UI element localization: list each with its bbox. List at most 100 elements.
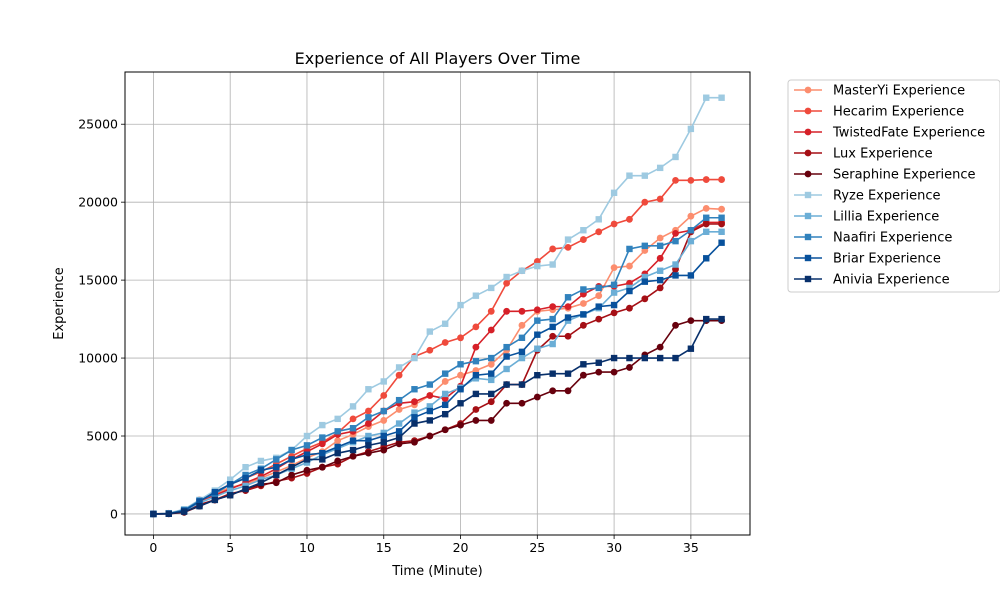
data-point bbox=[457, 386, 464, 393]
data-point bbox=[518, 321, 526, 329]
data-point bbox=[549, 261, 556, 268]
data-point bbox=[211, 488, 219, 496]
data-point bbox=[472, 323, 480, 331]
data-point bbox=[441, 401, 449, 409]
data-point bbox=[718, 176, 725, 183]
data-point bbox=[457, 421, 464, 429]
data-point bbox=[457, 361, 464, 368]
data-point bbox=[579, 300, 587, 307]
data-point bbox=[426, 328, 434, 335]
data-point bbox=[687, 212, 695, 220]
data-point bbox=[411, 386, 418, 393]
x-tick-label: 15 bbox=[376, 540, 392, 555]
data-point bbox=[518, 334, 526, 341]
data-point bbox=[165, 510, 172, 517]
series-8 bbox=[150, 239, 725, 518]
data-point bbox=[411, 354, 418, 362]
data-point bbox=[457, 301, 464, 309]
data-point bbox=[426, 392, 434, 399]
legend-item: TwistedFate Experience bbox=[794, 126, 985, 141]
y-tick-label: 10000 bbox=[78, 351, 118, 366]
data-point bbox=[626, 215, 633, 223]
data-point bbox=[549, 332, 557, 340]
data-point bbox=[303, 466, 311, 474]
data-point bbox=[533, 393, 541, 401]
data-point bbox=[672, 229, 679, 237]
data-point bbox=[641, 172, 649, 179]
data-point bbox=[534, 317, 541, 324]
data-point bbox=[395, 396, 403, 404]
data-point bbox=[472, 357, 480, 365]
data-point bbox=[272, 479, 280, 487]
data-point bbox=[718, 315, 725, 323]
data-point bbox=[318, 463, 326, 471]
x-tick-label: 30 bbox=[606, 540, 622, 555]
data-point bbox=[595, 359, 602, 366]
legend-label: Briar Experience bbox=[833, 252, 941, 267]
data-point bbox=[242, 463, 249, 471]
data-point bbox=[319, 434, 326, 441]
data-point bbox=[641, 278, 649, 285]
data-point bbox=[426, 417, 434, 424]
data-point bbox=[226, 487, 234, 494]
data-point bbox=[549, 245, 557, 253]
data-point bbox=[595, 228, 603, 236]
data-point bbox=[426, 432, 434, 440]
data-point bbox=[395, 406, 403, 413]
data-point bbox=[364, 449, 372, 457]
data-point bbox=[472, 343, 480, 351]
data-point bbox=[441, 390, 449, 398]
data-point bbox=[534, 262, 541, 270]
data-point bbox=[626, 287, 633, 295]
data-point bbox=[488, 354, 495, 362]
data-point bbox=[242, 485, 249, 493]
data-point bbox=[395, 434, 403, 441]
series-9 bbox=[150, 315, 725, 518]
data-point bbox=[365, 386, 372, 393]
data-point bbox=[641, 354, 649, 362]
data-point bbox=[534, 372, 541, 379]
legend-swatch-marker bbox=[804, 191, 812, 199]
data-point bbox=[288, 471, 296, 479]
data-point bbox=[610, 354, 618, 362]
data-point bbox=[503, 273, 510, 281]
data-point bbox=[656, 234, 664, 242]
data-point bbox=[580, 311, 587, 318]
data-point bbox=[687, 227, 695, 234]
legend-swatch-marker bbox=[804, 86, 812, 94]
data-point bbox=[549, 387, 557, 395]
data-point bbox=[395, 428, 403, 435]
data-point bbox=[549, 303, 557, 311]
data-point bbox=[411, 414, 418, 421]
legend-swatch-marker bbox=[804, 254, 812, 262]
legend-item: Briar Experience bbox=[794, 252, 941, 267]
data-point bbox=[349, 437, 357, 444]
data-point bbox=[411, 420, 418, 427]
data-point bbox=[288, 456, 295, 463]
data-point bbox=[334, 437, 342, 445]
data-point bbox=[718, 220, 725, 228]
axis-ticks: 0 5 10 15 20 25 30 35 0 5000 10000 15000 20000 25000 bbox=[78, 117, 699, 555]
data-point bbox=[595, 315, 603, 323]
data-point bbox=[411, 398, 418, 406]
data-point bbox=[656, 343, 664, 351]
data-point bbox=[441, 426, 449, 434]
y-tick-label: 20000 bbox=[78, 195, 118, 210]
data-point bbox=[503, 353, 510, 360]
data-point bbox=[564, 332, 572, 340]
data-point bbox=[687, 345, 695, 352]
data-point bbox=[564, 314, 572, 321]
legend-swatch-marker bbox=[804, 275, 812, 283]
data-point bbox=[626, 304, 633, 312]
legend-item: Ryze Experience bbox=[794, 189, 940, 204]
data-point bbox=[718, 214, 725, 221]
data-point bbox=[503, 381, 510, 388]
data-point bbox=[718, 239, 725, 246]
data-point bbox=[534, 345, 541, 352]
data-point bbox=[579, 236, 587, 243]
data-point bbox=[595, 303, 602, 310]
data-point bbox=[702, 176, 710, 183]
x-axis-label: Time (Minute) bbox=[391, 564, 483, 579]
data-point bbox=[595, 284, 602, 292]
data-point bbox=[487, 398, 495, 406]
